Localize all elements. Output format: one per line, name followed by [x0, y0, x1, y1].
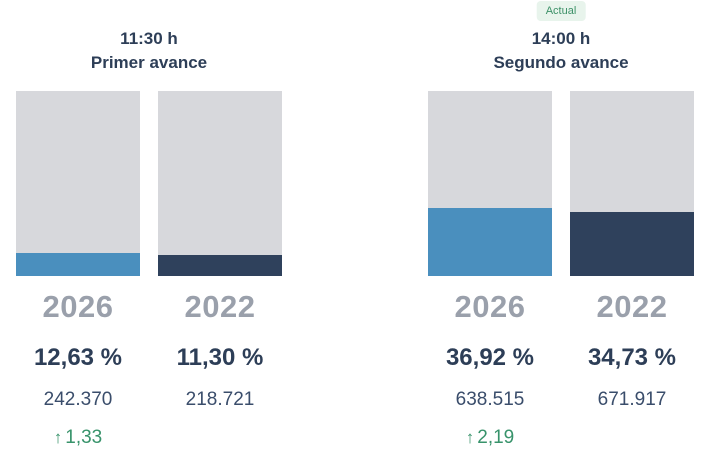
delta-value: ↑ 1,33 — [54, 427, 102, 449]
year-label: 2022 — [596, 289, 668, 324]
group-header-segundo: 14:00 h Segundo avance — [428, 27, 694, 75]
bars-row: 2026 12,63 % 242.370 ↑ 1,33 2022 11,30 % … — [16, 91, 282, 449]
delta-number: 1,33 — [65, 427, 103, 448]
advance-group-primer: 11:30 h Primer avance 2026 12,63 % 242.3… — [16, 0, 282, 449]
up-arrow-icon: ↑ — [465, 428, 475, 447]
percent-value: 34,73 % — [587, 344, 677, 371]
group-title: Segundo avance — [493, 53, 629, 72]
bar-track-2026 — [428, 91, 552, 276]
year-label: 2026 — [42, 289, 114, 324]
up-arrow-icon: ↑ — [53, 428, 63, 447]
actual-badge: Actual — [536, 1, 586, 21]
delta-value: ↑ 2,19 — [466, 427, 514, 449]
advance-group-segundo: Actual 14:00 h Segundo avance 2026 36,92… — [428, 0, 694, 449]
bar-column-2026: 2026 36,92 % 638.515 ↑ 2,19 — [428, 91, 552, 449]
percent-value: 36,92 % — [445, 344, 535, 371]
group-time: 14:00 h — [531, 29, 591, 48]
bar-track-2026 — [16, 91, 140, 276]
delta-number: 2,19 — [477, 427, 515, 448]
bar-fill-2022 — [570, 211, 694, 276]
bar-fill-2026 — [16, 252, 140, 276]
votes-value: 671.917 — [597, 389, 667, 410]
votes-value: 218.721 — [185, 389, 255, 410]
bar-column-2026: 2026 12,63 % 242.370 ↑ 1,33 — [16, 91, 140, 449]
year-label: 2022 — [184, 289, 256, 324]
bars-row: 2026 36,92 % 638.515 ↑ 2,19 2022 34,73 % … — [428, 91, 694, 449]
bar-column-2022: 2022 34,73 % 671.917 — [570, 91, 694, 449]
votes-value: 242.370 — [43, 389, 113, 410]
percent-value: 12,63 % — [33, 344, 123, 371]
year-label: 2026 — [454, 289, 526, 324]
group-time: 11:30 h — [120, 29, 178, 48]
bar-fill-2026 — [428, 207, 552, 276]
bar-fill-2022 — [158, 255, 282, 276]
bar-track-2022 — [158, 91, 282, 276]
bar-track-2022 — [570, 91, 694, 276]
group-header-primer: 11:30 h Primer avance — [16, 27, 282, 75]
bar-column-2022: 2022 11,30 % 218.721 — [158, 91, 282, 449]
percent-value: 11,30 % — [176, 344, 264, 371]
group-title: Primer avance — [90, 53, 208, 72]
votes-value: 638.515 — [455, 389, 525, 410]
